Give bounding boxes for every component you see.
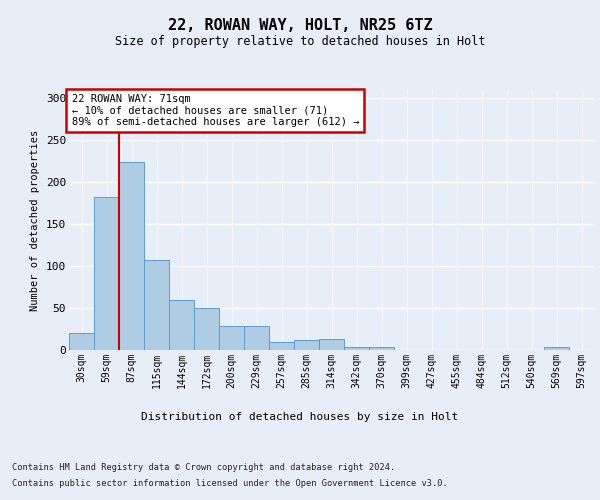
Bar <box>94 196 119 350</box>
Bar <box>344 346 369 350</box>
Bar <box>244 326 269 350</box>
Bar <box>544 348 569 350</box>
Text: Size of property relative to detached houses in Holt: Size of property relative to detached ho… <box>115 35 485 48</box>
Text: Contains HM Land Registry data © Crown copyright and database right 2024.: Contains HM Land Registry data © Crown c… <box>12 462 395 471</box>
Bar <box>269 342 294 350</box>
Bar <box>119 162 144 350</box>
Text: Distribution of detached houses by size in Holt: Distribution of detached houses by size … <box>142 412 458 422</box>
Bar <box>144 260 169 350</box>
Bar <box>219 326 244 350</box>
Text: 22 ROWAN WAY: 71sqm
← 10% of detached houses are smaller (71)
89% of semi-detach: 22 ROWAN WAY: 71sqm ← 10% of detached ho… <box>71 94 359 127</box>
Bar <box>169 300 194 350</box>
Bar <box>369 348 394 350</box>
Bar <box>319 339 344 350</box>
Bar <box>194 308 219 350</box>
Text: 22, ROWAN WAY, HOLT, NR25 6TZ: 22, ROWAN WAY, HOLT, NR25 6TZ <box>167 18 433 32</box>
Y-axis label: Number of detached properties: Number of detached properties <box>31 130 40 310</box>
Bar <box>294 340 319 350</box>
Text: Contains public sector information licensed under the Open Government Licence v3: Contains public sector information licen… <box>12 479 448 488</box>
Bar <box>69 333 94 350</box>
